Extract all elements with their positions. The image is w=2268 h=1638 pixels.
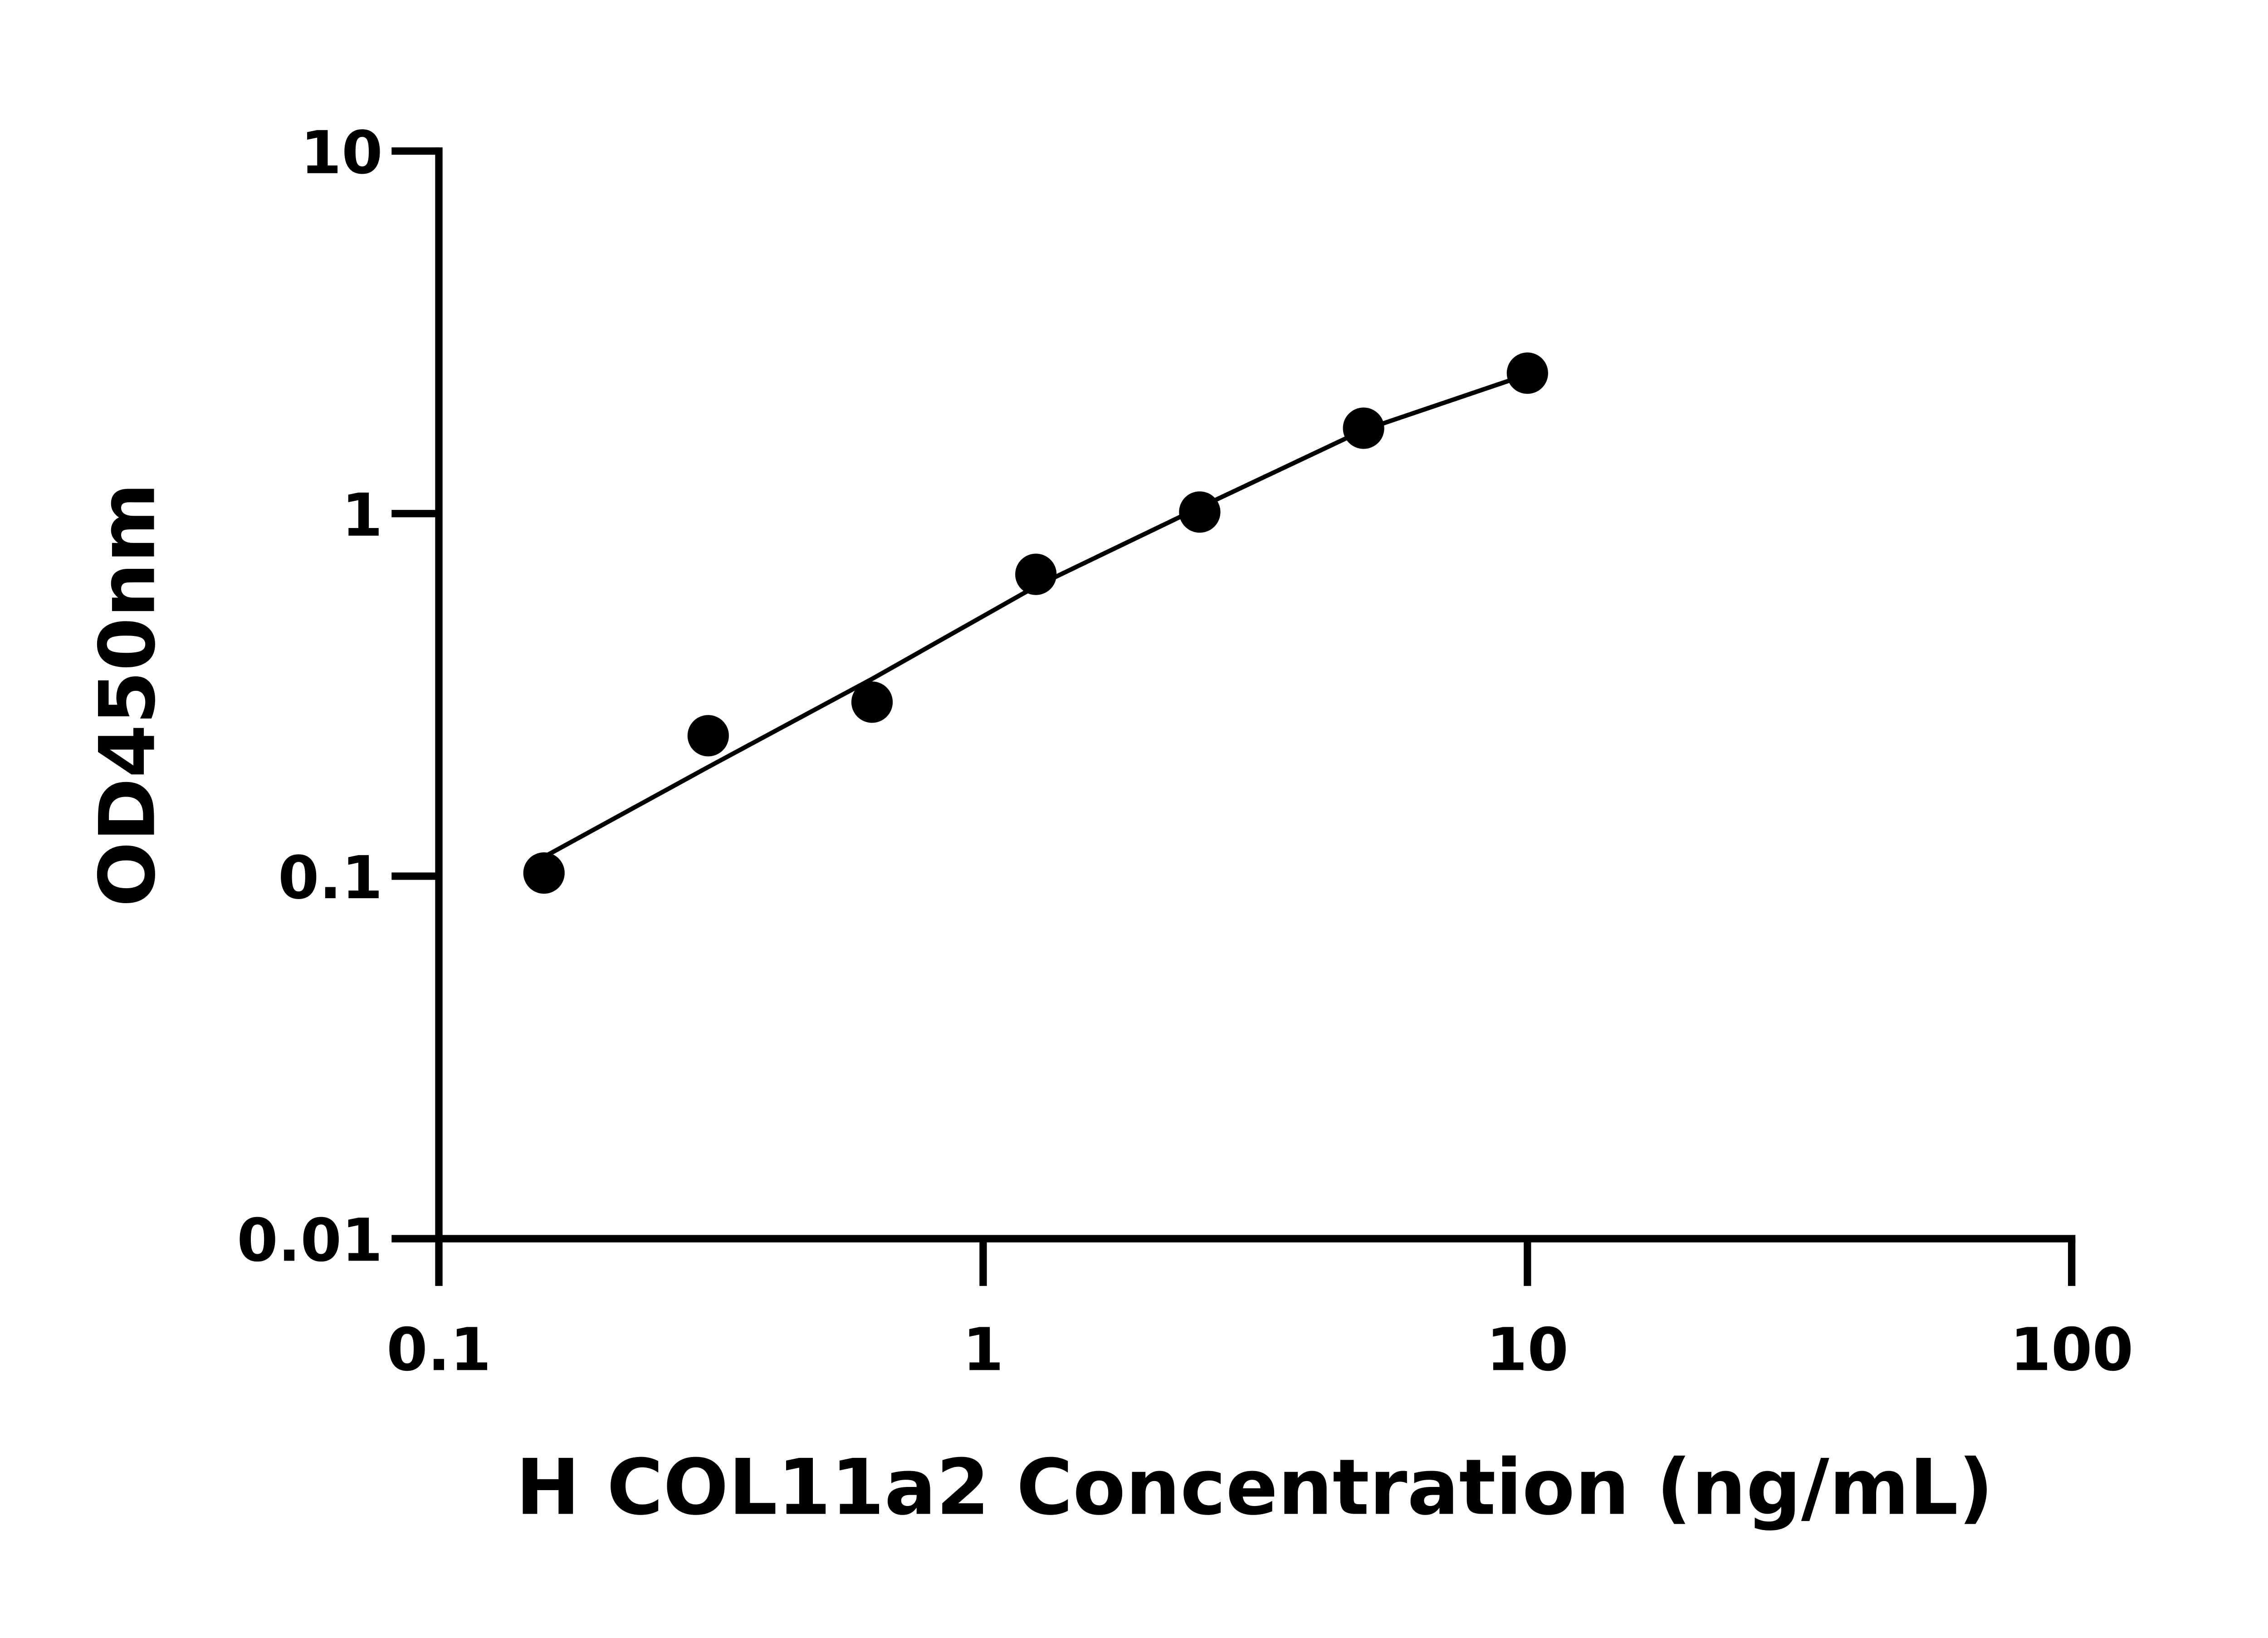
y-tick-label: 1 [342,481,383,550]
y-tick-label: 10 [300,118,382,187]
data-point [687,715,729,757]
y-tick-label: 0.01 [237,1206,382,1275]
data-point [851,681,893,723]
data-point [1506,352,1548,394]
data-point [1343,407,1384,449]
data-point [523,852,565,894]
x-tick-label: 100 [2010,1315,2133,1384]
data-point [1179,491,1221,533]
x-tick-label: 0.1 [386,1315,491,1384]
fit-curve [543,372,1528,859]
data-point [1015,553,1057,595]
x-axis-title: H COL11a2 Concentration (ng/mL) [516,1442,1994,1532]
y-tick-label: 0.1 [278,843,383,912]
x-tick-label: 10 [1486,1315,1569,1384]
y-axis-title: OD450nm [83,483,172,907]
x-tick-label: 1 [963,1315,1004,1384]
